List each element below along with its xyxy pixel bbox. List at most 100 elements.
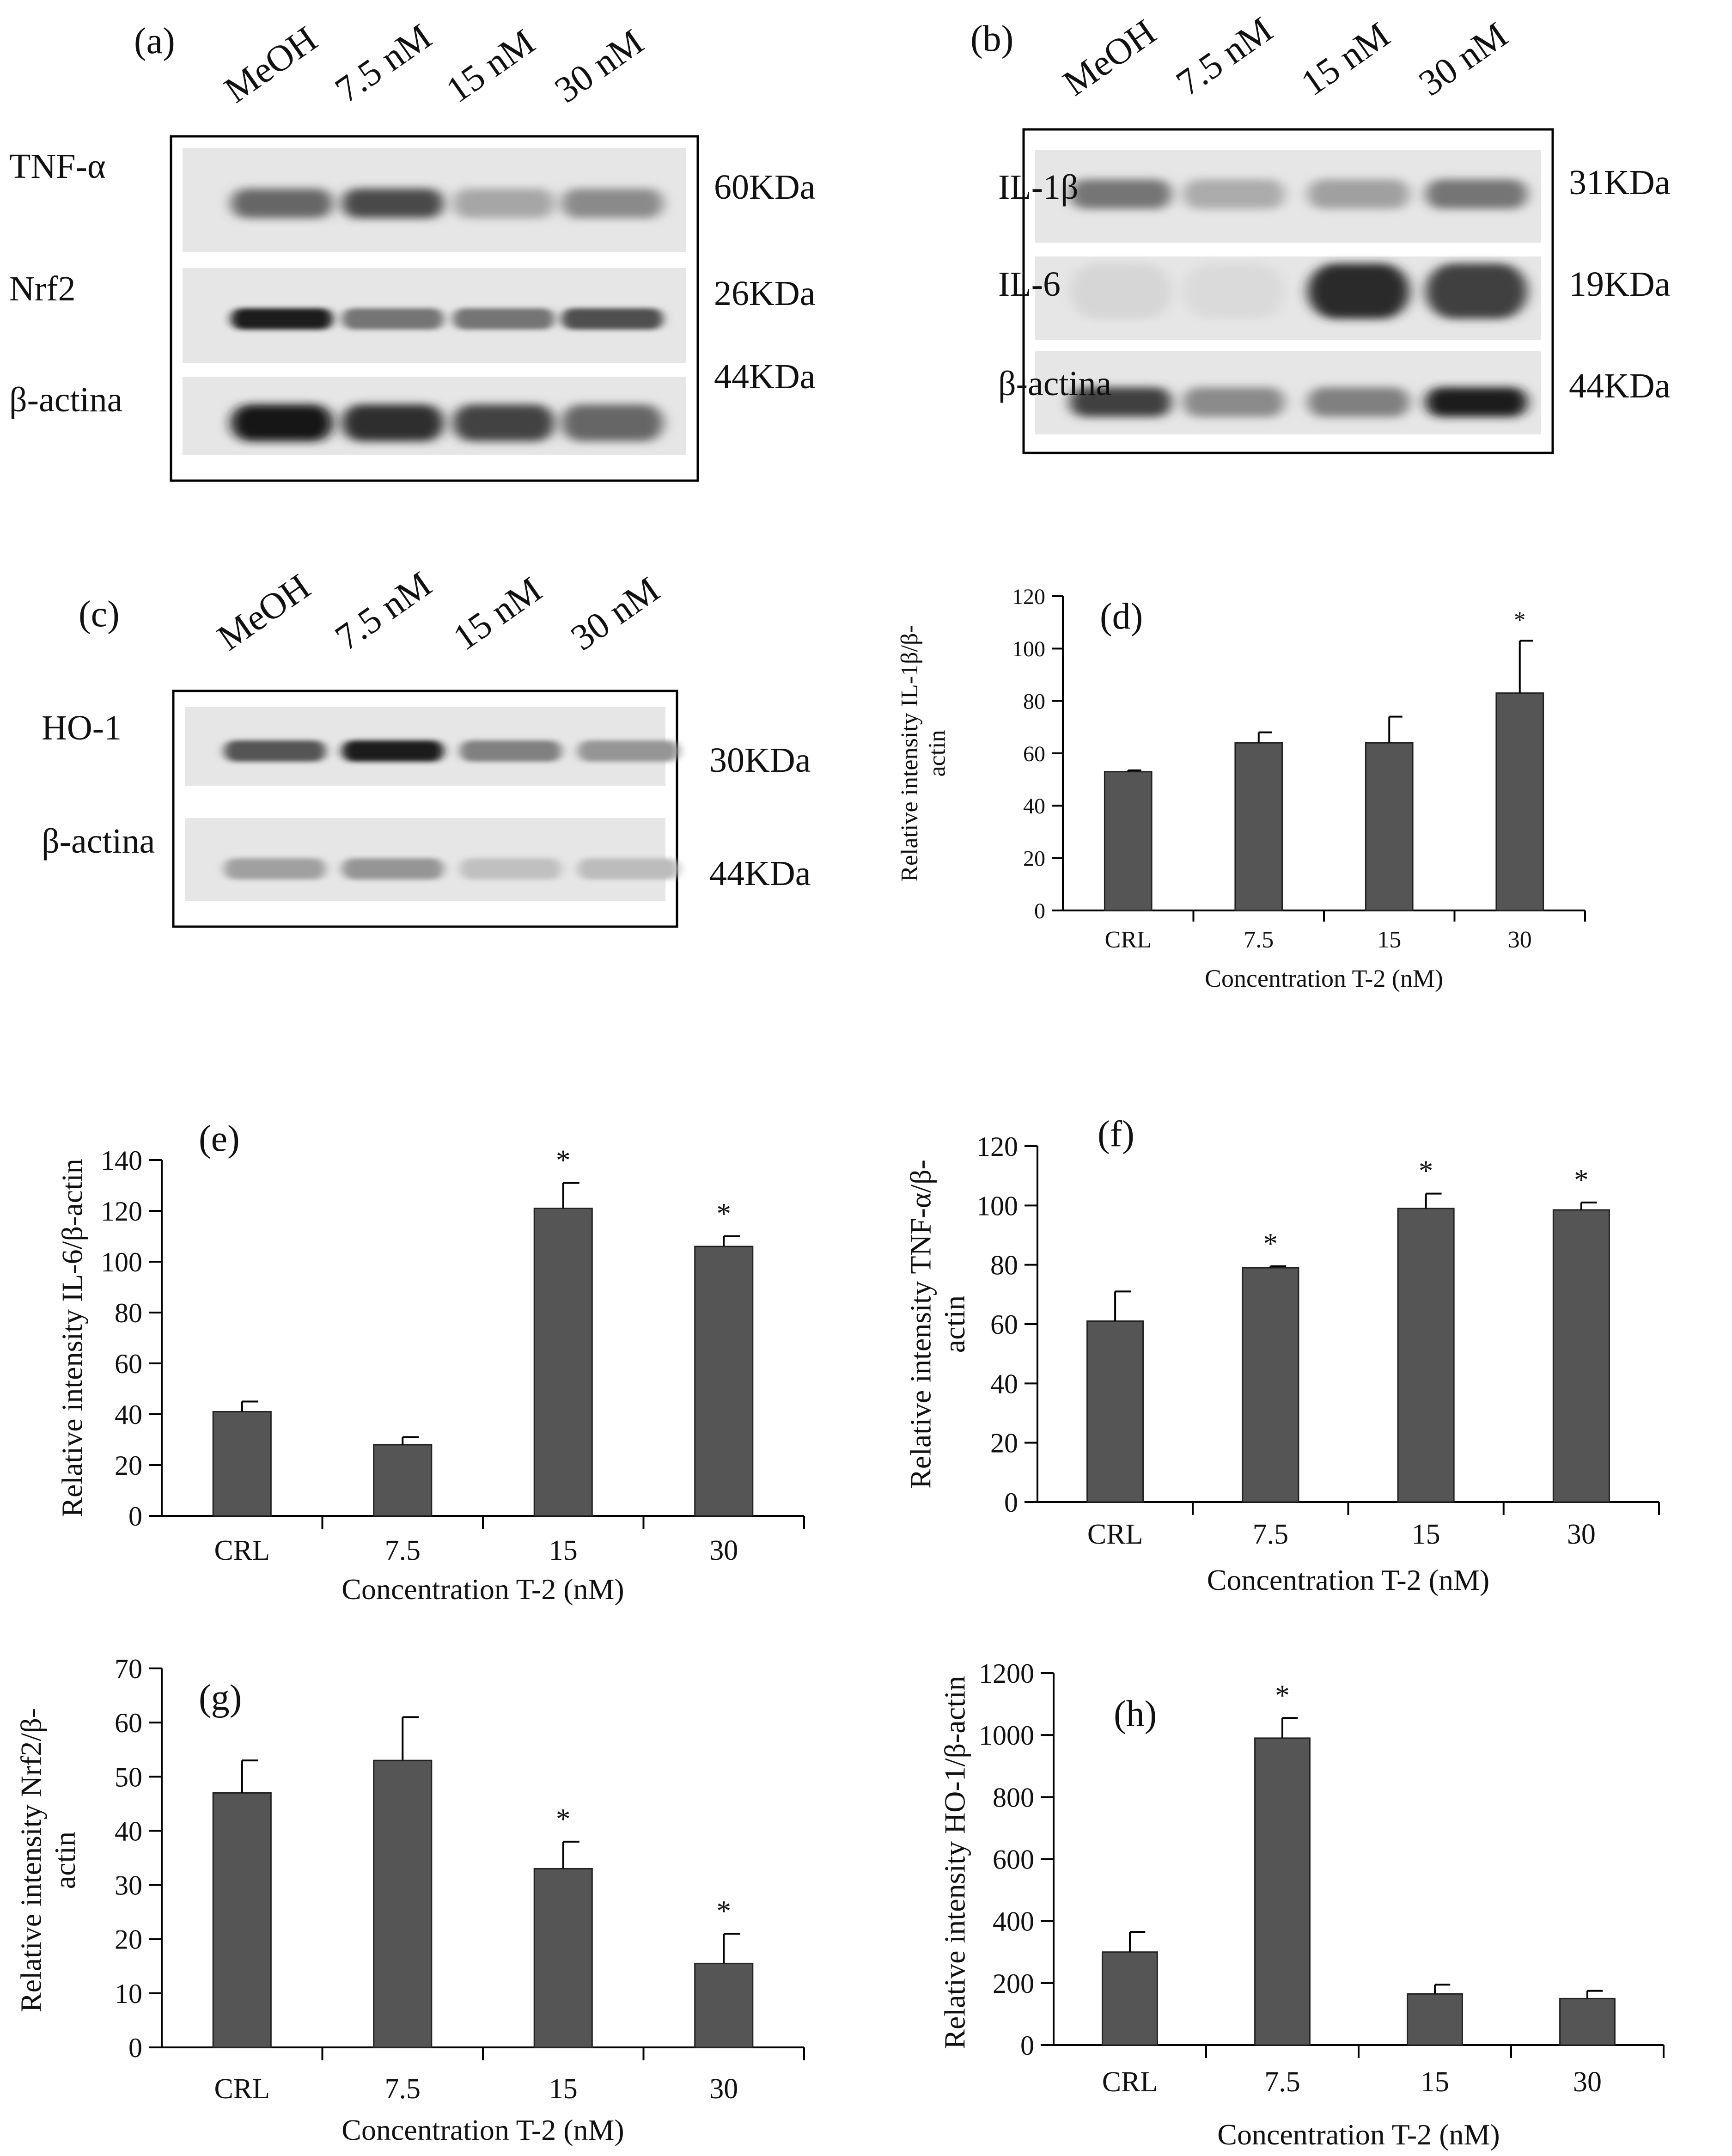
protein-label: IL-1β — [998, 168, 1079, 207]
significance-marker: * — [1574, 1164, 1589, 1196]
significance-marker: * — [1514, 607, 1525, 633]
bar — [1086, 1320, 1144, 1503]
x-tick-label: 7.5 — [385, 2073, 421, 2105]
protein-label: β-actina — [42, 822, 155, 861]
y-tick-label: 40 — [990, 1368, 1018, 1399]
y-tick-label: 80 — [1023, 689, 1045, 714]
protein-label: HO-1 — [42, 708, 122, 747]
bar-chart-f: 0 20 40 60 80 100 120 CRL * 7.5 * 15 * 30 (f) Concentra… — [904, 1114, 1660, 1596]
molecular-weight-label: 44KDa — [714, 357, 816, 396]
protein-label: Nrf2 — [9, 269, 76, 308]
bar — [694, 1246, 754, 1517]
x-tick-label: 30 — [1567, 1519, 1596, 1550]
y-tick-label: 100 — [1012, 637, 1045, 661]
bar — [1552, 1209, 1610, 1503]
lane-label: 30 nM — [1412, 15, 1515, 104]
protein-band — [561, 308, 663, 330]
protein-band — [1426, 179, 1527, 209]
y-tick-label: 140 — [101, 1145, 142, 1176]
protein-band — [1183, 179, 1285, 209]
lane-label: 30 nM — [564, 569, 667, 659]
protein-label: TNF-α — [9, 147, 106, 186]
x-tick-label: 15 — [549, 2073, 578, 2105]
lane-label: MeOH — [210, 566, 317, 659]
protein-band — [460, 858, 561, 880]
y-tick-label: 40 — [115, 1399, 142, 1430]
panel-label: (e) — [199, 1118, 240, 1159]
significance-marker: * — [717, 1197, 732, 1230]
protein-band — [342, 189, 444, 218]
protein-band — [1070, 263, 1171, 319]
y-tick-label: 120 — [976, 1131, 1018, 1162]
x-tick-label: CRL — [1087, 1519, 1143, 1550]
protein-band — [1426, 387, 1527, 417]
significance-marker: * — [556, 1144, 571, 1177]
y-tick-label: 80 — [990, 1250, 1018, 1281]
x-tick-label: 15 — [1412, 1519, 1440, 1550]
bar — [1365, 742, 1414, 911]
panel-label: (b) — [970, 18, 1013, 59]
y-tick-label: 60 — [115, 1349, 142, 1379]
y-axis-label: Relative intensity TNF-α/β-actin — [904, 1160, 971, 1489]
blot-panel-b: (b) MeOH 7.5 nM 15 nM 30 nM IL-1β 31KDa IL-6 19K… — [970, 9, 1671, 454]
protein-band — [1070, 179, 1171, 209]
x-tick-label: 7.5 — [1253, 1519, 1289, 1550]
blot-panel-a: (a) MeOH 7.5 nM 15 nM 30 nM TNF-α 60KDa Nrf2 26K… — [9, 16, 816, 482]
lane-label: 15 nM — [439, 22, 542, 111]
x-axis-label: Concentration T-2 (nM) — [342, 2113, 624, 2146]
panel-label: (a) — [134, 21, 175, 61]
significance-marker: * — [1419, 1155, 1433, 1187]
bar — [1495, 692, 1544, 911]
x-tick-label: 7.5 — [385, 1535, 421, 1566]
panel-label: (d) — [1100, 596, 1143, 637]
bar-chart-d: 0 20 40 60 80 100 120 CRL 7.5 15 * 30 (d) Concentrati… — [896, 585, 1586, 992]
y-tick-label: 70 — [115, 1654, 142, 1684]
bar — [533, 1868, 593, 2048]
bar — [533, 1208, 593, 1517]
y-axis-label-line: Relative intensity IL-6/β-actin — [55, 1159, 88, 1517]
y-tick-label: 10 — [115, 1979, 142, 2009]
protein-band — [1308, 387, 1409, 417]
bar-chart-h: 0 200 400 600 800 1000 1200 CRL * 7.5 15 30 (h) Conce… — [938, 1658, 1665, 2151]
significance-marker: * — [556, 1803, 571, 1835]
bar — [373, 1759, 433, 2048]
x-tick-label: 15 — [549, 1535, 578, 1566]
y-tick-label: 40 — [1023, 794, 1045, 818]
y-tick-label: 30 — [115, 1870, 142, 1901]
lane-label: 30 nM — [548, 22, 651, 111]
y-tick-label: 120 — [101, 1196, 142, 1227]
x-axis-label: Concentration T-2 (nM) — [1205, 965, 1443, 992]
protein-label: IL-6 — [998, 265, 1061, 304]
protein-band — [1308, 179, 1409, 209]
molecular-weight-label: 30KDa — [709, 741, 811, 780]
protein-band — [1183, 387, 1285, 417]
y-axis-label-line: Relative intensity IL-1β/β- — [896, 625, 923, 881]
y-tick-label: 20 — [990, 1428, 1018, 1459]
molecular-weight-label: 26KDa — [714, 274, 816, 313]
y-tick-label: 0 — [1020, 2030, 1034, 2061]
y-tick-label: 60 — [1023, 742, 1045, 766]
bar — [1397, 1208, 1455, 1503]
bar — [1234, 742, 1283, 911]
protein-band — [231, 308, 333, 330]
protein-band — [342, 740, 444, 762]
y-axis-label-line: actin — [49, 1832, 81, 1889]
lane-label: 7.5 nM — [328, 564, 439, 659]
bar — [212, 1411, 272, 1517]
x-axis-label: Concentration T-2 (nM) — [1207, 1564, 1489, 1596]
bar — [1102, 1951, 1158, 2046]
lane-label: 7.5 nM — [328, 16, 439, 111]
panel-label: (f) — [1098, 1114, 1134, 1154]
bar-chart-e: 0 20 40 60 80 100 120 140 CRL 7.5 * 15 * 30 (e) Concent… — [55, 1118, 805, 1606]
molecular-weight-label: 60KDa — [714, 168, 816, 207]
lane-label: 15 nM — [446, 569, 549, 659]
bar-chart-g: 0 10 20 30 40 50 60 70 CRL 7.5 * 15 * 30 (g) Concentrat… — [15, 1654, 805, 2146]
significance-marker: * — [717, 1895, 732, 1927]
y-axis-label: Relative intensity HO-1/β-actin — [938, 1676, 971, 2049]
y-tick-label: 60 — [115, 1708, 142, 1738]
lane-label: 15 nM — [1294, 15, 1397, 104]
bar — [1559, 1997, 1616, 2046]
molecular-weight-label: 44KDa — [709, 854, 811, 893]
x-tick-label: 15 — [1421, 2066, 1449, 2098]
